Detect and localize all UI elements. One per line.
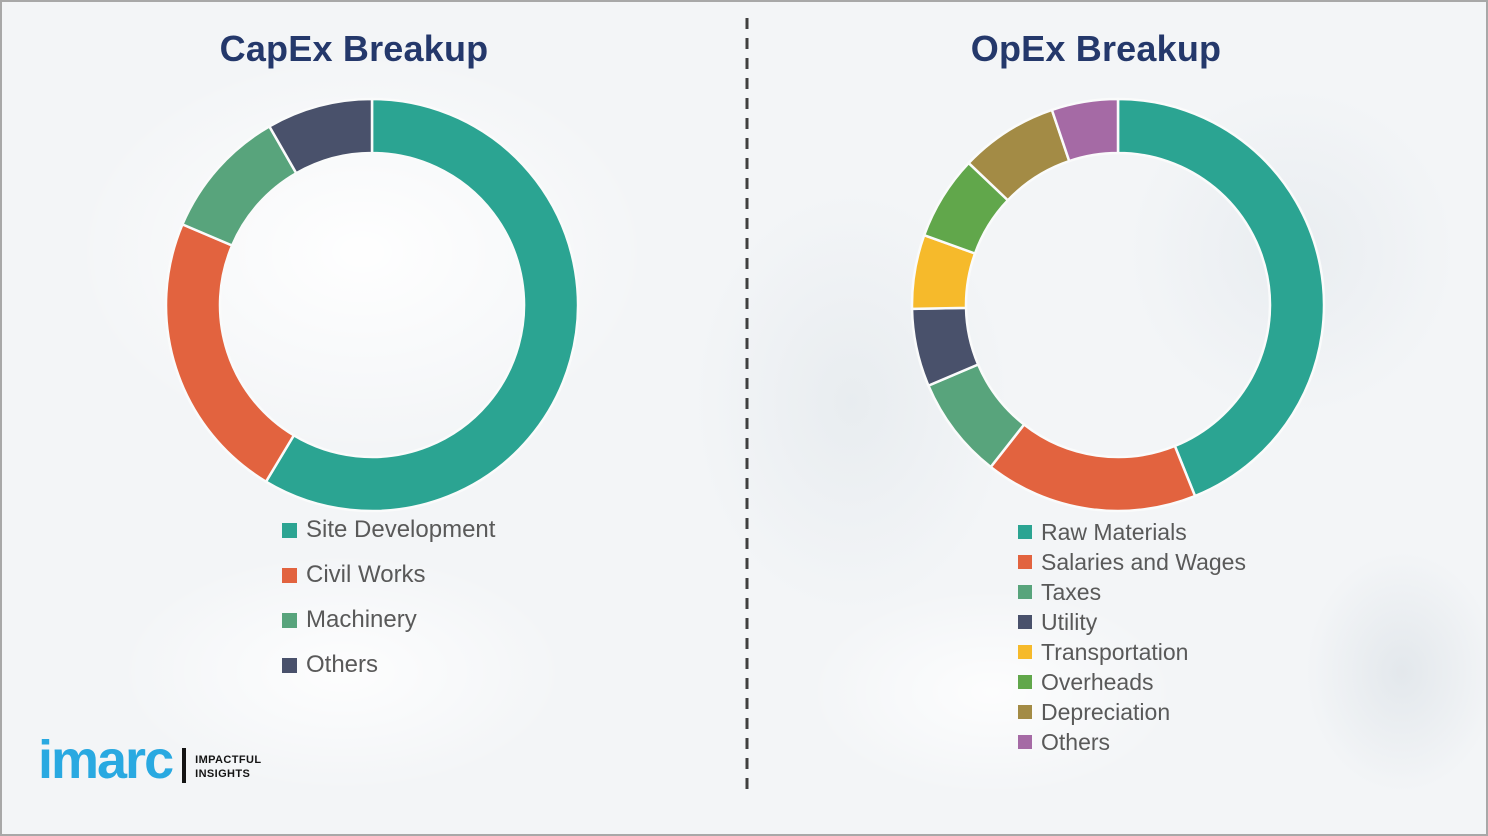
legend-label: Utility [1041,608,1098,635]
legend-label: Overheads [1041,668,1154,695]
legend-label: Civil Works [306,561,426,588]
slice-raw-materials [1116,97,1326,498]
imarc-tagline-line1: IMPACTFUL [195,754,262,767]
background-texture [1282,522,1486,822]
legend-swatch [1018,645,1032,659]
imarc-logo-wordmark: imarc [38,730,174,790]
legend-swatch [282,657,297,673]
legend-item-site-development: Site Development [282,515,495,545]
legend-item-others: Others [282,650,495,680]
legend-label: Depreciation [1041,698,1171,725]
capex-legend: Site Development Civil Works Machinery O… [282,515,495,695]
opex-chart-title: OpEx Breakup [970,28,1222,69]
legend-swatch [282,522,297,538]
legend-swatch [1018,585,1032,599]
legend-label: Raw Materials [1041,518,1187,545]
slice-salaries-and-wages [989,423,1197,513]
legend-label: Salaries and Wages [1041,548,1246,575]
imarc-logo-tagline: IMPACTFUL INSIGHTS [195,753,261,782]
legend-swatch [1018,675,1032,689]
legend-swatch [1018,555,1032,569]
legend-item-overheads: Overheads [1018,669,1246,695]
legend-label: Others [1041,728,1111,755]
opex-donut-chart [910,97,1326,513]
legend-item-salaries-and-wages: Salaries and Wages [1018,549,1246,575]
legend-swatch [1018,525,1032,539]
opex-legend: Raw Materials Salaries and Wages Taxes U… [1018,519,1246,759]
legend-swatch [282,612,297,628]
legend-item-others: Others [1018,729,1246,755]
legend-label: Machinery [306,606,417,633]
legend-item-depreciation: Depreciation [1018,699,1246,725]
imarc-tagline-line2: INSIGHTS [195,768,251,781]
legend-item-machinery: Machinery [282,605,495,635]
slice-others [1050,97,1120,163]
legend-label: Transportation [1041,638,1189,665]
legend-swatch [1018,705,1032,719]
legend-label: Taxes [1041,578,1102,605]
slice-site-development [264,97,580,513]
legend-item-taxes: Taxes [1018,579,1246,605]
legend-label: Site Development [306,516,496,543]
legend-item-utility: Utility [1018,609,1246,635]
dashed-divider [745,18,749,794]
slice-civil-works [164,223,296,483]
capex-donut-chart [164,97,580,513]
imarc-logo-divider-bar [182,747,187,783]
legend-swatch [282,567,297,583]
legend-swatch [1018,615,1032,629]
legend-item-civil-works: Civil Works [282,560,495,590]
legend-item-raw-materials: Raw Materials [1018,519,1246,545]
legend-swatch [1018,735,1032,749]
capex-chart-title: CapEx Breakup [219,28,489,69]
legend-label: Others [306,651,379,678]
legend-item-transportation: Transportation [1018,639,1246,665]
imarc-logo: imarc IMPACTFUL INSIGHTS [38,732,261,789]
slice-others [268,97,374,175]
